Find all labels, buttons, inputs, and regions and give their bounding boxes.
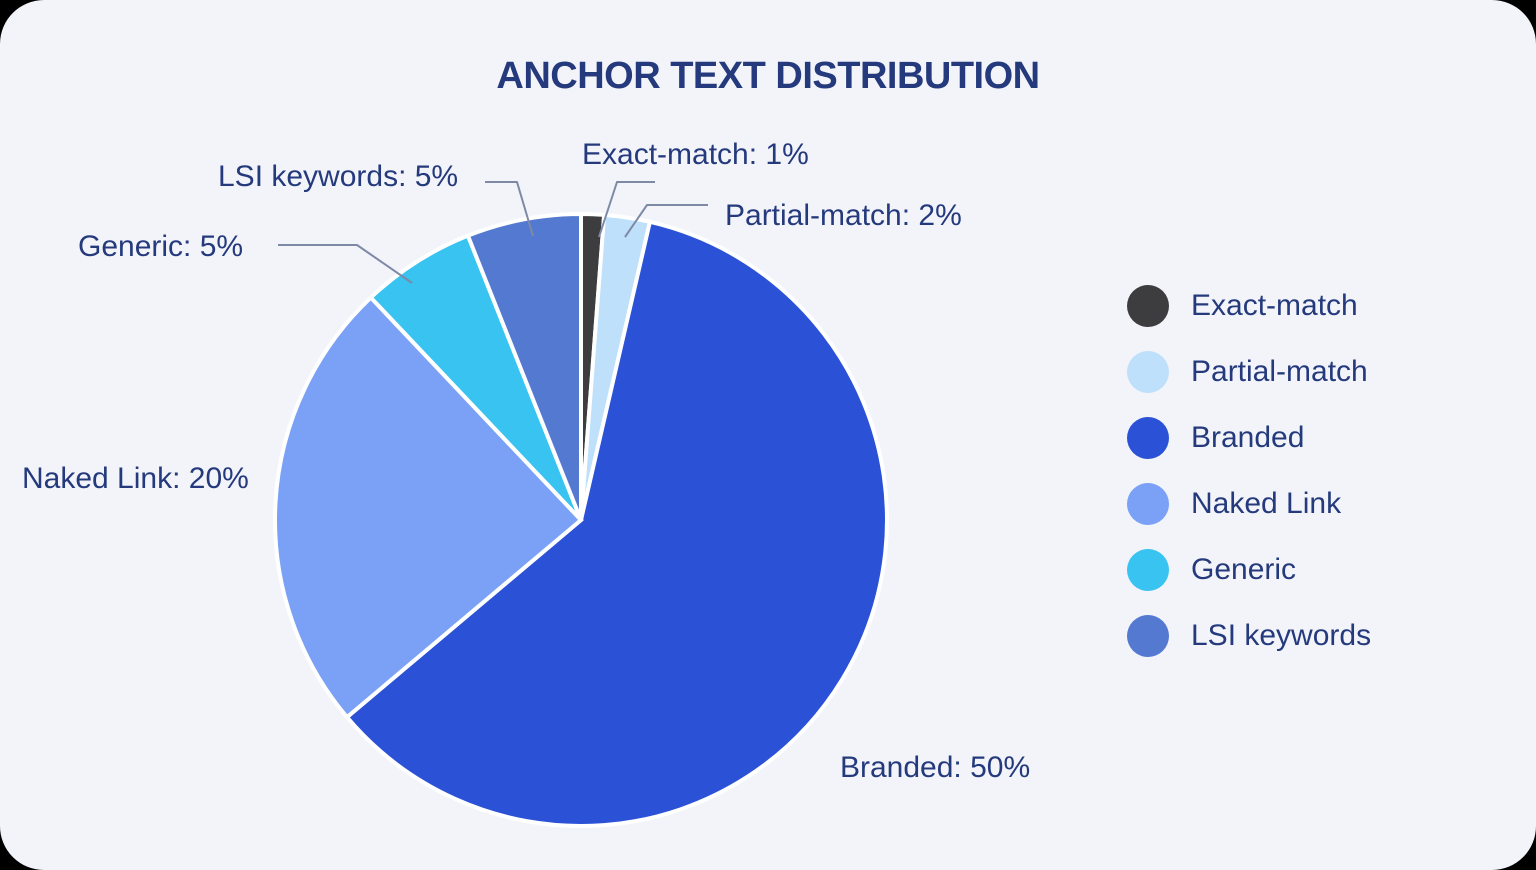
legend-label-generic: Generic [1191,553,1297,586]
pie-slice-branded [344,219,889,828]
callout-generic: Generic: 5% [78,230,244,263]
callout-naked-link: Naked Link: 20% [22,462,249,495]
legend-label-branded: Branded [1191,421,1305,454]
legend-swatch-lsi-keywords [1127,615,1169,657]
legend-label-partial-match: Partial-match [1191,355,1368,388]
callout-lsi-keywords: LSI keywords: 5% [218,160,459,193]
callout-branded: Branded: 50% [840,751,1031,784]
callout-partial-match: Partial-match: 2% [725,199,962,232]
pie-slices [273,211,889,828]
legend-item-exact-match: Exact-match [1127,285,1371,327]
legend: Exact-match Partial-match Branded Naked … [1127,285,1371,657]
legend-swatch-generic [1127,549,1169,591]
legend-swatch-exact-match [1127,285,1169,327]
legend-label-exact-match: Exact-match [1191,289,1358,322]
chart-title: ANCHOR TEXT DISTRIBUTION [496,55,1040,97]
leader-line-partial-match [624,204,708,238]
legend-item-partial-match: Partial-match [1127,351,1371,393]
pie-slice-naked-link [273,294,584,721]
legend-label-naked-link: Naked Link [1191,487,1342,520]
legend-swatch-partial-match [1127,351,1169,393]
legend-item-generic: Generic [1127,549,1371,591]
pie-slice-lsi-keywords [465,211,583,521]
leader-line-exact-match [598,181,655,238]
legend-label-lsi-keywords: LSI keywords [1191,619,1372,652]
legend-swatch-branded [1127,417,1169,459]
callout-exact-match: Exact-match: 1% [582,138,809,171]
legend-swatch-naked-link [1127,483,1169,525]
legend-item-lsi-keywords: LSI keywords [1127,615,1371,657]
legend-item-naked-link: Naked Link [1127,483,1371,525]
leader-line-lsi-keywords [485,181,534,237]
legend-item-branded: Branded [1127,417,1371,459]
leader-line-generic [278,244,413,284]
